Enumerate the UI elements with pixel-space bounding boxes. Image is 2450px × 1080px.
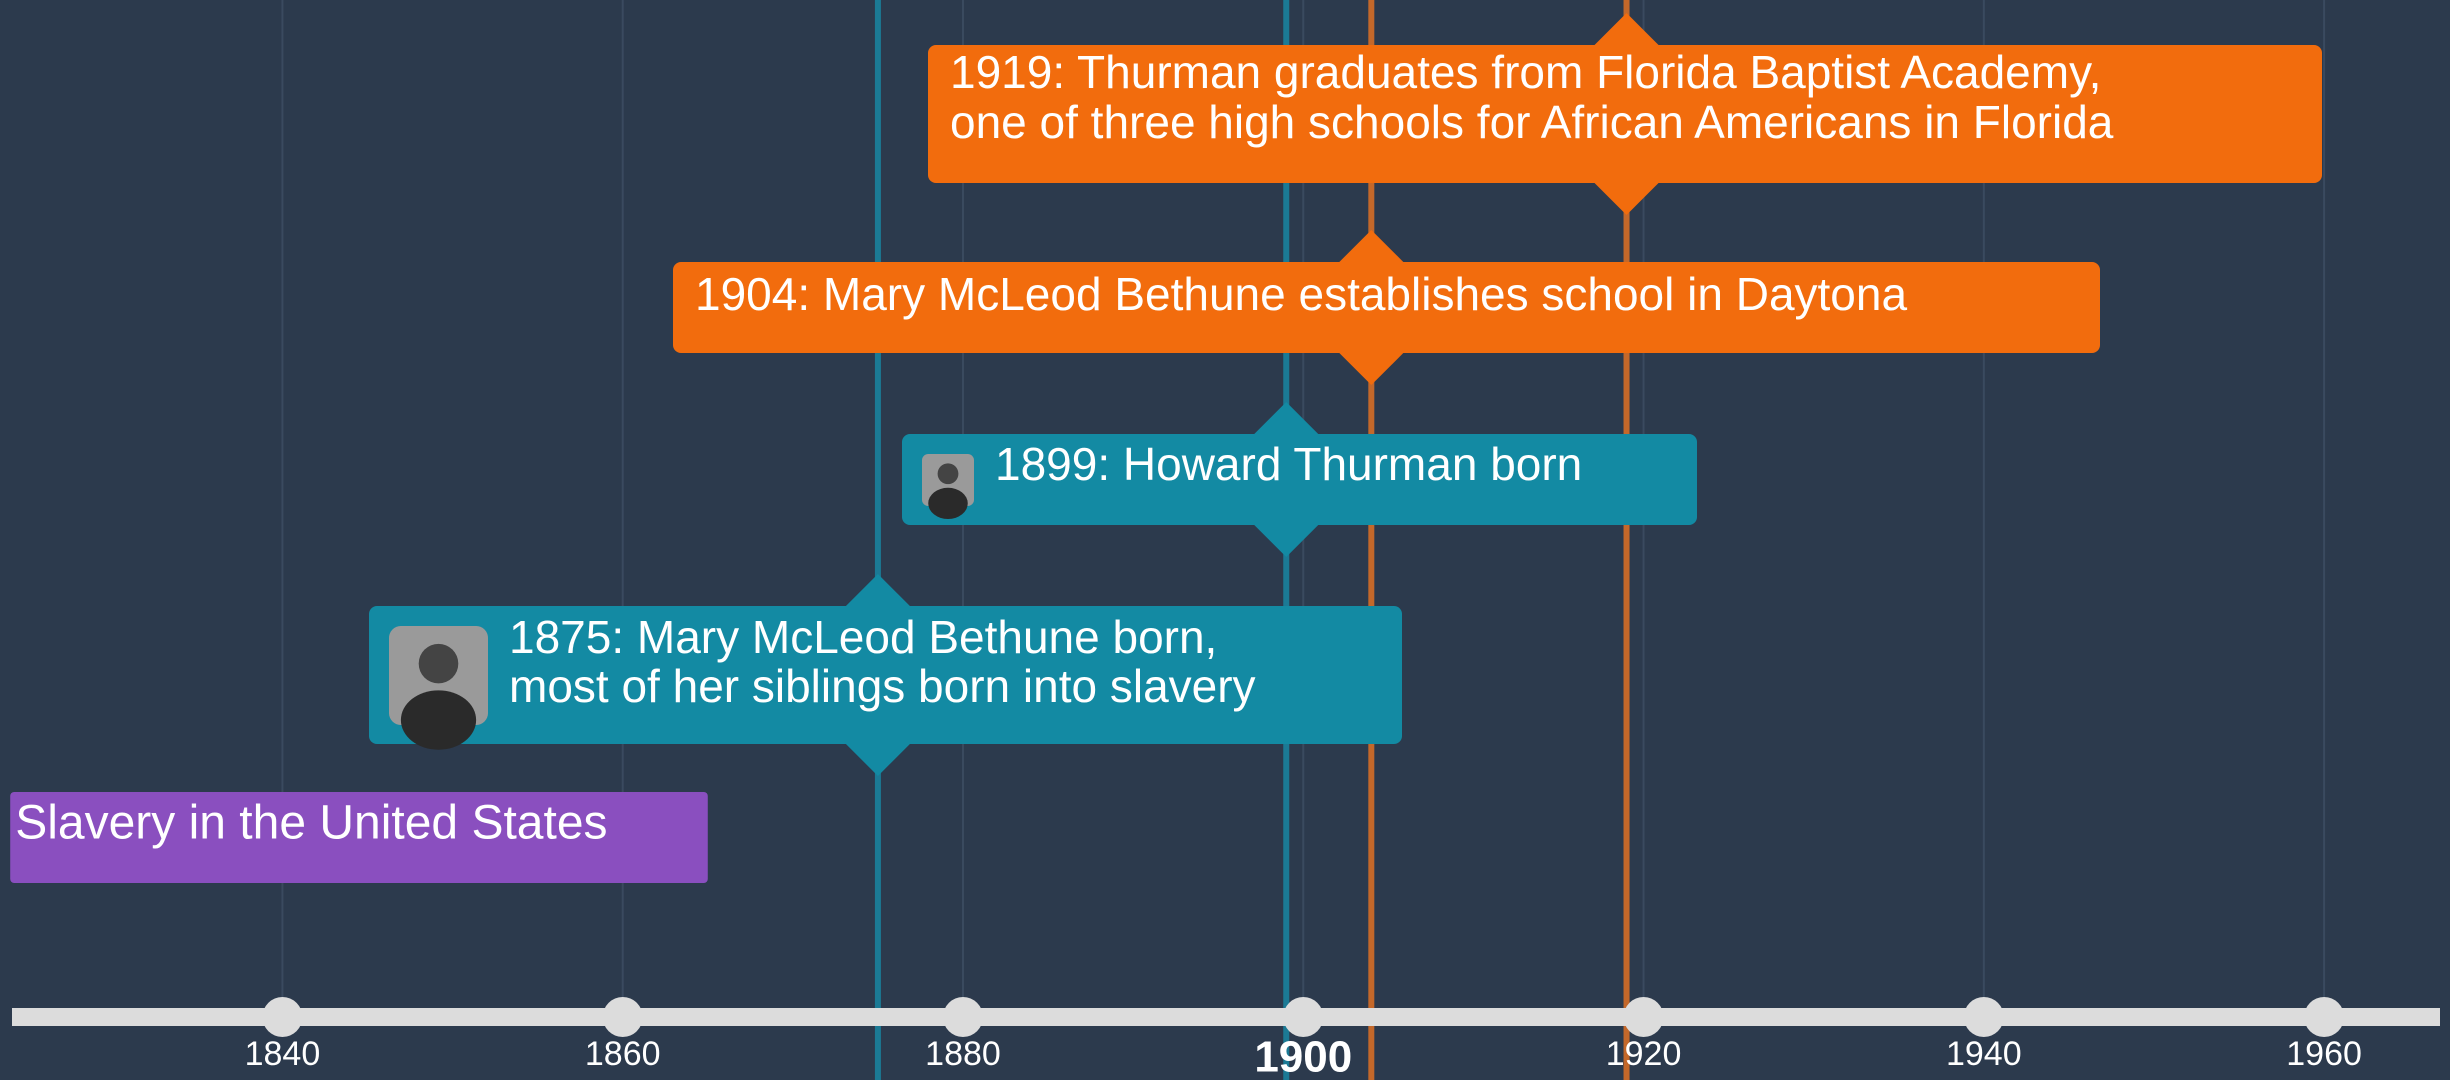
event-text: 1904: Mary McLeod Bethune establishes sc… — [695, 268, 1907, 320]
card-pointer — [1595, 183, 1659, 215]
card-pointer — [846, 744, 910, 776]
card-pointer — [1254, 402, 1318, 434]
tick-dot — [943, 997, 983, 1037]
card-pointer — [1339, 353, 1403, 385]
timeline: Slavery in the United States 1919: Thurma… — [0, 0, 2450, 1080]
tick-dot — [603, 997, 643, 1037]
portrait-body — [928, 488, 968, 519]
tick-label: 1840 — [245, 1035, 321, 1073]
span-label: Slavery in the United States — [15, 797, 607, 850]
tick-dot — [262, 997, 302, 1037]
tick-dot — [1283, 997, 1323, 1037]
portrait-head — [938, 463, 959, 484]
event-card: 1899: Howard Thurman born — [902, 402, 1697, 557]
tick-dot — [1624, 997, 1664, 1037]
event-text: one of three high schools for African Am… — [950, 96, 2114, 148]
tick-label: 1900 — [1254, 1033, 1352, 1080]
portrait-head — [419, 644, 459, 684]
card-pointer — [1339, 230, 1403, 262]
event-text: 1875: Mary McLeod Bethune born, — [509, 611, 1217, 663]
event-card: 1875: Mary McLeod Bethune born,most of h… — [369, 574, 1402, 776]
tick-dot — [1964, 997, 2004, 1037]
event-text: most of her siblings born into slavery — [509, 660, 1256, 712]
card-pointer — [1254, 525, 1318, 557]
tick-label: 1960 — [2286, 1035, 2362, 1073]
event-text: 1899: Howard Thurman born — [995, 438, 1582, 490]
tick-dot — [2304, 997, 2344, 1037]
event-text: 1919: Thurman graduates from Florida Bap… — [950, 46, 2101, 98]
tick-label: 1920 — [1606, 1035, 1682, 1073]
tick-label: 1860 — [585, 1035, 661, 1073]
page: { "axis": { "xlim": [1823.4, 1967.4], "t… — [0, 0, 2450, 1080]
event-card: 1919: Thurman graduates from Florida Bap… — [928, 13, 2322, 215]
tick-label: 1880 — [925, 1035, 1001, 1073]
card-pointer — [1595, 13, 1659, 45]
card-pointer — [846, 574, 910, 606]
axis-bar — [12, 1008, 2440, 1026]
portrait-body — [401, 690, 476, 749]
event-card: 1904: Mary McLeod Bethune establishes sc… — [673, 230, 2100, 385]
tick-label: 1940 — [1946, 1035, 2022, 1073]
